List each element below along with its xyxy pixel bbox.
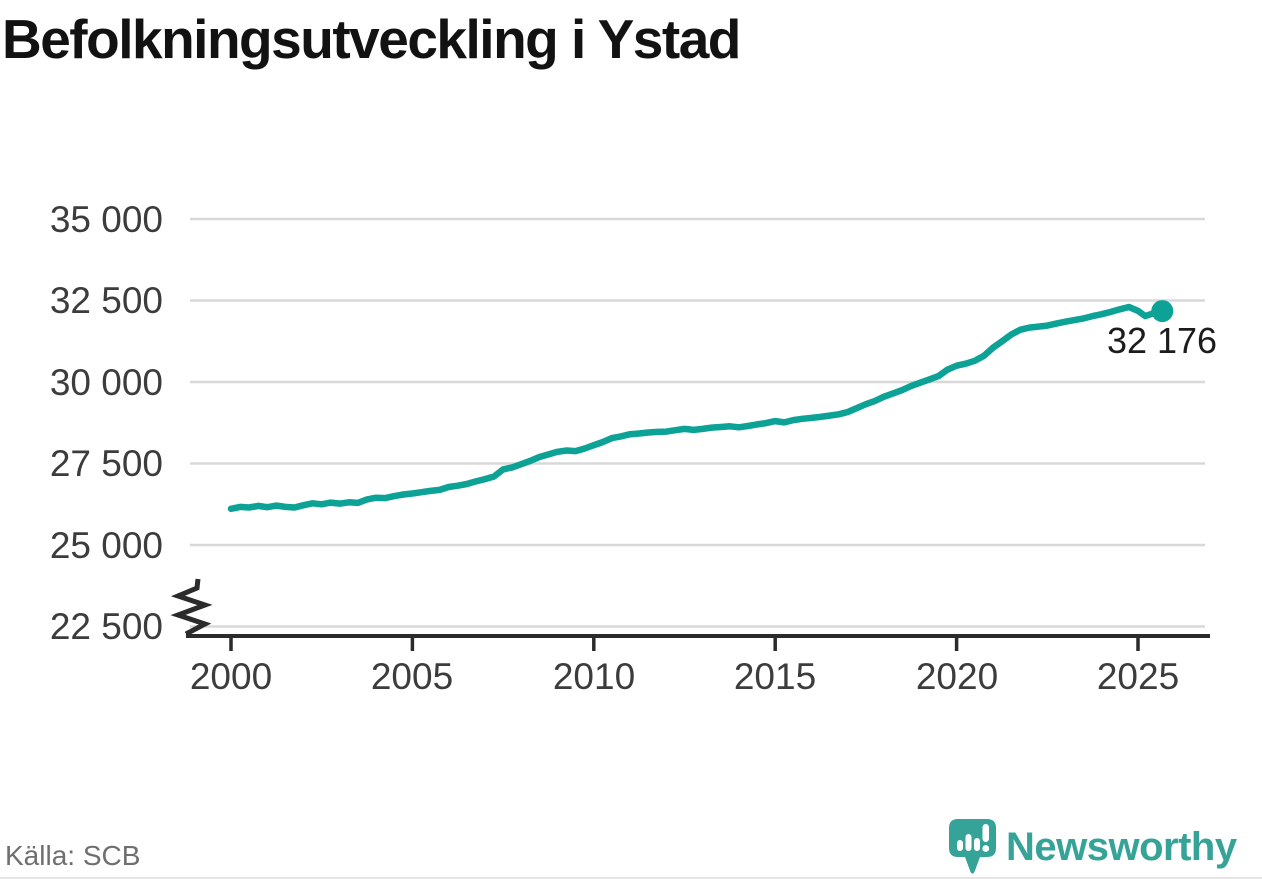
x-axis-tick-label: 2005 bbox=[370, 656, 454, 697]
population-line bbox=[227, 303, 1166, 513]
newsworthy-logo-text: Newsworthy bbox=[1006, 825, 1237, 869]
last-point-marker bbox=[1151, 300, 1174, 323]
newsworthy-logo: Newsworthy bbox=[948, 817, 1237, 877]
gridlines bbox=[190, 217, 1205, 628]
x-axis bbox=[186, 634, 1210, 651]
y-axis-tick-label: 25 000 bbox=[49, 525, 163, 566]
last-value-label: 32 176 bbox=[1106, 320, 1218, 361]
chart-title: Befolkningsutveckling i Ystad bbox=[2, 8, 741, 70]
y-axis-tick-label: 27 500 bbox=[49, 443, 163, 484]
y-axis-tick-label: 30 000 bbox=[49, 362, 163, 403]
x-axis-tick-label: 2025 bbox=[1096, 656, 1180, 697]
x-axis-tick-label: 2000 bbox=[189, 656, 273, 697]
newsworthy-logo-icon bbox=[949, 819, 996, 874]
y-axis-tick-label: 35 000 bbox=[49, 199, 163, 240]
y-axis-tick-label: 32 500 bbox=[49, 280, 163, 321]
x-axis-tick-label: 2015 bbox=[733, 656, 817, 697]
x-axis-tick-label: 2010 bbox=[552, 656, 636, 697]
axis-break-icon bbox=[170, 578, 213, 637]
x-axis-tick-label: 2020 bbox=[915, 656, 999, 697]
y-axis-tick-label: 22 500 bbox=[49, 606, 163, 647]
source-note: Källa: SCB bbox=[5, 840, 141, 871]
